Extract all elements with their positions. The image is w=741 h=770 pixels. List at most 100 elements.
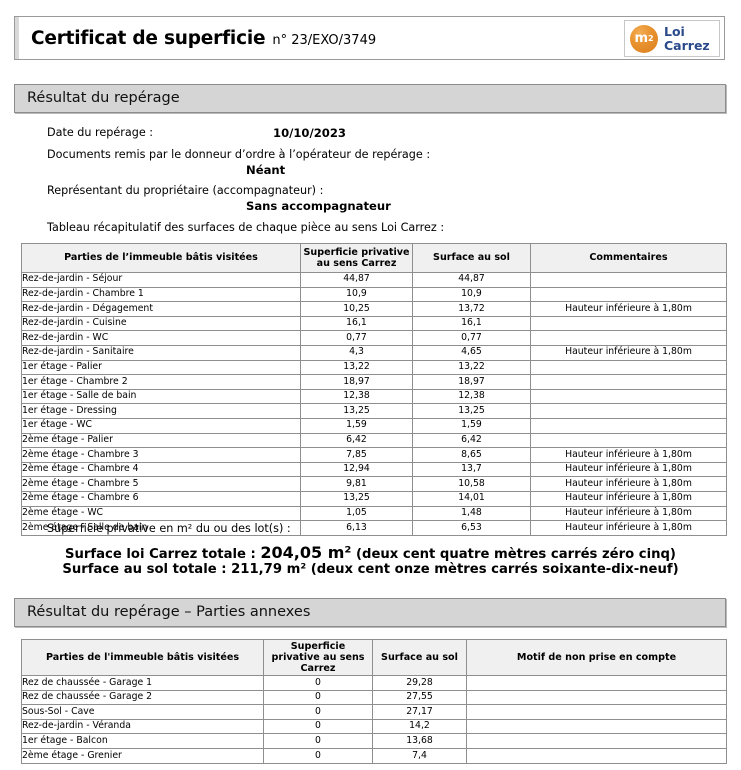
cell-room-name: Rez-de-jardin - Dégagement [21, 301, 301, 317]
main-surface-table: Parties de l’immeuble bâtis visitées Sup… [21, 243, 727, 536]
cell-carrez-area: 0 [263, 718, 373, 735]
logo-line-1: Loi [664, 23, 685, 39]
cell-room-name: 2ème étage - Palier [21, 432, 301, 449]
column-header-carrez-annex: Superficie privative au sens Carrez [263, 638, 373, 677]
total-floor-area-value: 211,79 m² [231, 562, 307, 577]
cell-comment: Hauteur inférieure à 1,80m [530, 490, 727, 507]
table-row: 2ème étage - Chambre 6 13,25 14,01 Hauteur … [21, 490, 727, 507]
table-row: 1er étage - WC 1,59 1,59 [21, 417, 727, 434]
table-row: Rez-de-jardin - Cuisine 16,1 16,1 [21, 315, 727, 332]
cell-floor-area: 27,17 [372, 704, 467, 720]
table-row: Sous-Sol - Cave 0 27,17 [21, 704, 727, 720]
table-row: Rez-de-jardin - Chambre 1 10,9 10,9 [21, 286, 727, 303]
cell-carrez-area: 44,87 [300, 272, 413, 288]
total-carrez-words: (deux cent quatre mètres carrés zéro cin… [351, 547, 676, 562]
section-header-main-label: Résultat du repérage [27, 90, 180, 106]
cell-comment: Hauteur inférieure à 1,80m [530, 476, 727, 492]
cell-room-name: Rez-de-jardin - Sanitaire [21, 344, 301, 361]
cell-carrez-area: 12,38 [300, 388, 413, 405]
cell-motif [466, 718, 727, 735]
cell-carrez-area: 10,25 [300, 301, 413, 317]
documents-provided-label: Documents remis par le donneur d’ordre à… [47, 148, 431, 161]
table-row: 1er étage - Balcon 0 13,68 [21, 733, 727, 750]
cell-floor-area: 10,9 [412, 286, 531, 303]
section-header-annexes: Résultat du repérage – Parties annexes [14, 598, 726, 627]
cell-room-name: 1er étage - Salle de bain [21, 388, 301, 405]
table-row: 2ème étage - Chambre 3 7,85 8,65 Hauteur in… [21, 447, 727, 463]
inspection-date-value: 10/10/2023 [273, 126, 347, 140]
cell-room-name: 2ème étage - Chambre 5 [21, 476, 301, 492]
cell-room-name: 1er étage - Chambre 2 [21, 374, 301, 390]
cell-floor-area: 14,01 [412, 490, 531, 507]
table-row: Rez-de-jardin - Dégagement 10,25 13,72 Haut… [21, 301, 727, 317]
cell-floor-area: 13,68 [372, 733, 467, 750]
table-row: Rez-de-jardin - WC 0,77 0,77 [21, 330, 727, 346]
cell-comment: Hauteur inférieure à 1,80m [530, 344, 727, 361]
table-row: 2ème étage - Chambre 5 9,81 10,58 Hauteur i… [21, 476, 727, 492]
cell-carrez-area: 0 [263, 704, 373, 720]
total-carrez-line: Surface loi Carrez totale : 204,05 m² (d… [0, 543, 741, 562]
cell-carrez-area: 13,25 [300, 403, 413, 419]
logo-text: Loi Carrez [664, 23, 710, 53]
cell-comment [530, 286, 727, 303]
cell-carrez-area: 1,59 [300, 417, 413, 434]
cell-carrez-area: 7,85 [300, 447, 413, 463]
table-row: 1er étage - Dressing 13,25 13,25 [21, 403, 727, 419]
cell-floor-area: 44,87 [412, 272, 531, 288]
document-title-bar: Certificat de superficie n° 23/EXO/3749 m… [14, 16, 725, 60]
column-header-motif: Motif de non prise en compte [466, 638, 727, 677]
cell-comment [530, 315, 727, 332]
table-row: Rez de chaussée - Garage 1 0 29,28 [21, 675, 727, 691]
section-header-main: Résultat du repérage [14, 84, 726, 113]
cell-room-name: 2ème étage - Salle de bain [21, 520, 301, 536]
cell-floor-area: 27,55 [372, 689, 467, 706]
cell-carrez-area: 9,81 [300, 476, 413, 492]
cell-room-name: Rez-de-jardin - Cuisine [21, 315, 301, 332]
total-floor-area-words: (deux cent onze mètres carrés soixante-d… [306, 562, 679, 577]
page-title: Certificat de superficie n° 23/EXO/3749 [31, 28, 376, 49]
column-header-carrez: Superficie privative au sens Carrez [300, 243, 413, 273]
cell-floor-area: 1,48 [412, 505, 531, 522]
column-header-floor-area: Surface au sol [412, 243, 531, 273]
cell-room-name: 1er étage - Balcon [21, 733, 264, 750]
certificate-reference: n° 23/EXO/3749 [272, 33, 377, 48]
cell-comment: Hauteur inférieure à 1,80m [530, 520, 727, 536]
table-row: 2ème étage - Grenier 0 7,4 [21, 748, 727, 764]
cell-carrez-area: 1,05 [300, 505, 413, 522]
cell-comment [530, 388, 727, 405]
documents-provided-value: Néant [246, 163, 286, 177]
cell-floor-area: 13,72 [412, 301, 531, 317]
total-floor-area-line: Surface au sol totale : 211,79 m² (deux … [0, 562, 741, 577]
cell-room-name: 2ème étage - Chambre 3 [21, 447, 301, 463]
cell-room-name: 2ème étage - WC [21, 505, 301, 522]
cell-comment [530, 359, 727, 376]
table-row: 1er étage - Salle de bain 12,38 12,38 [21, 388, 727, 405]
cell-room-name: 1er étage - Palier [21, 359, 301, 376]
cell-comment [530, 432, 727, 449]
cell-carrez-area: 0 [263, 689, 373, 706]
table-row: Rez-de-jardin - Véranda 0 14,2 [21, 718, 727, 735]
table-row: 1er étage - Palier 13,22 13,22 [21, 359, 727, 376]
cell-floor-area: 6,42 [412, 432, 531, 449]
annex-surface-table: Parties de l'immeuble bâtis visitées Sup… [21, 638, 727, 764]
cell-carrez-area: 12,94 [300, 461, 413, 478]
cell-floor-area: 14,2 [372, 718, 467, 735]
column-header-floor-area-annex: Surface au sol [372, 638, 467, 677]
cell-room-name: 2ème étage - Chambre 6 [21, 490, 301, 507]
cell-floor-area: 13,7 [412, 461, 531, 478]
cell-room-name: 1er étage - Dressing [21, 403, 301, 419]
cell-floor-area: 29,28 [372, 675, 467, 691]
total-carrez-label: Surface loi Carrez totale : [65, 547, 261, 562]
cell-motif [466, 675, 727, 691]
logo-line-2: Carrez [664, 37, 710, 53]
cell-room-name: 1er étage - WC [21, 417, 301, 434]
cell-room-name: 2ème étage - Grenier [21, 748, 264, 764]
cell-carrez-area: 0,77 [300, 330, 413, 346]
cell-floor-area: 1,59 [412, 417, 531, 434]
table-header-row: Parties de l’immeuble bâtis visitées Sup… [21, 243, 727, 273]
cell-floor-area: 8,65 [412, 447, 531, 463]
cell-floor-area: 18,97 [412, 374, 531, 390]
